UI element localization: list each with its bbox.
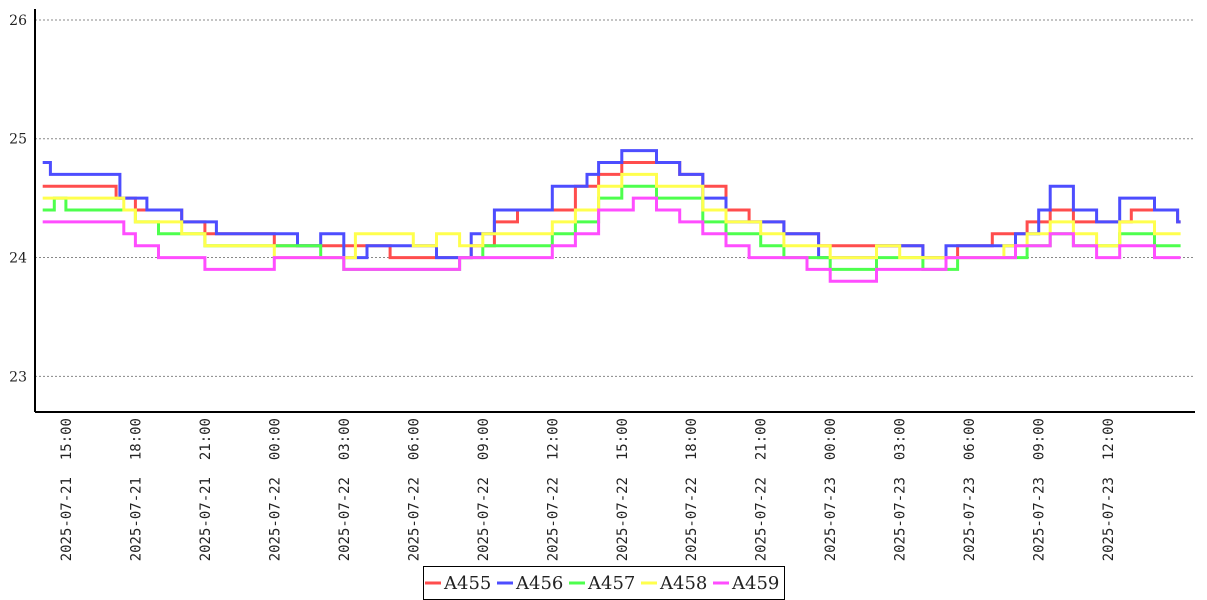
axes — [34, 9, 1195, 413]
x-tick-label: 2025-07-23 09:00 — [1032, 418, 1048, 561]
x-tick-label: 2025-07-23 03:00 — [893, 418, 909, 561]
y-tick-label: 23 — [9, 369, 27, 385]
series-line-a456 — [42, 149, 1181, 260]
x-tick-label: 2025-07-22 06:00 — [406, 418, 422, 561]
legend[interactable]: A455 A456 A457 A458 A459 — [423, 566, 785, 600]
x-tick-label: 2025-07-22 03:00 — [337, 418, 353, 561]
x-tick-label: 2025-07-23 00:00 — [823, 418, 839, 561]
legend-label-a456: A456 — [515, 573, 563, 594]
x-tick-label: 2025-07-23 06:00 — [962, 418, 978, 561]
x-tick-label: 2025-07-23 12:00 — [1101, 418, 1117, 561]
x-tick-label: 2025-07-22 09:00 — [476, 418, 492, 561]
y-tick-labels: 23 24 25 26 — [9, 13, 27, 385]
x-tick-label: 2025-07-22 15:00 — [615, 418, 631, 561]
series-line-a459 — [42, 196, 1181, 283]
y-tick-label: 26 — [9, 13, 27, 29]
series-lines — [42, 149, 1181, 283]
x-tick-label: 2025-07-22 18:00 — [684, 418, 700, 561]
series-line-a458 — [42, 172, 1181, 260]
x-tick-label: 2025-07-22 12:00 — [545, 418, 561, 561]
x-tick-label: 2025-07-22 21:00 — [754, 418, 770, 561]
legend-label-a455: A455 — [443, 573, 491, 594]
grid-lines — [35, 19, 1195, 377]
legend-label-a458: A458 — [659, 573, 707, 594]
y-tick-label: 25 — [9, 132, 27, 148]
x-tick-label: 2025-07-21 21:00 — [198, 418, 214, 561]
x-tick-label: 2025-07-21 15:00 — [59, 418, 75, 561]
legend-label-a457: A457 — [587, 573, 635, 594]
legend-label-a459: A459 — [731, 573, 779, 594]
y-tick-label: 24 — [9, 251, 27, 267]
x-tick-labels: 2025-07-21 15:00 2025-07-21 18:00 2025-07-… — [59, 418, 1117, 561]
x-tick-label: 2025-07-21 18:00 — [128, 418, 144, 561]
x-tick-label: 2025-07-22 00:00 — [267, 418, 283, 561]
